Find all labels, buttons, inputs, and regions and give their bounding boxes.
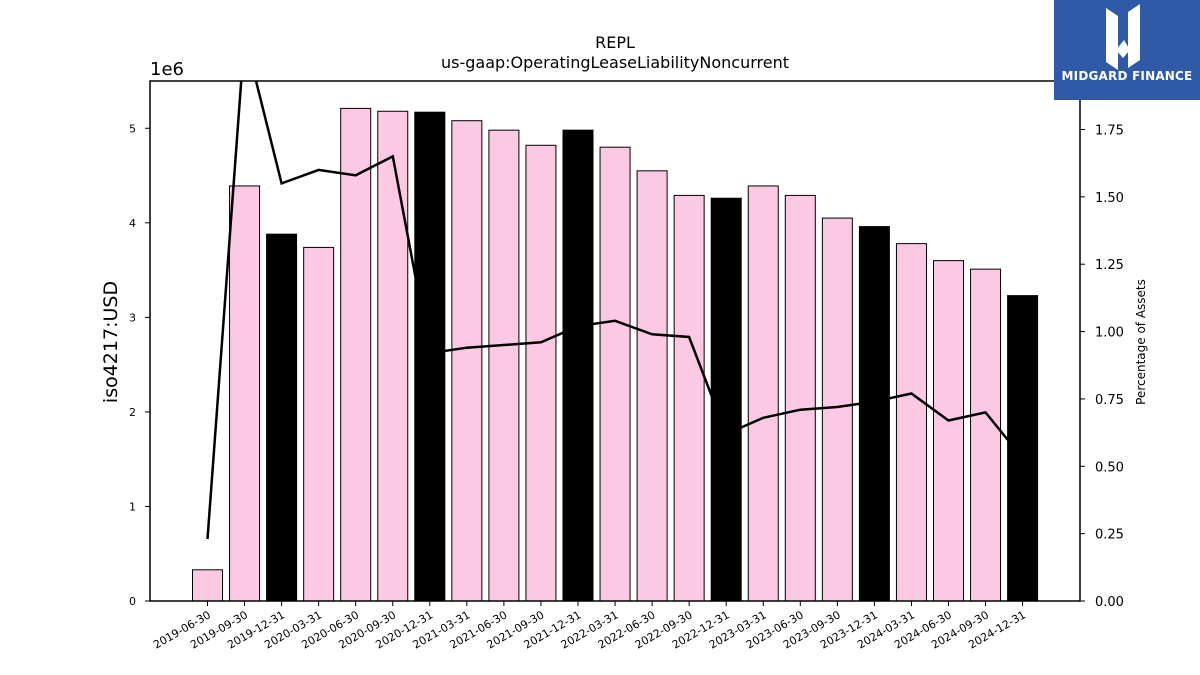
percentage-line xyxy=(206,81,1024,540)
chart-title: REPL xyxy=(595,33,635,52)
bar xyxy=(229,185,261,602)
bar xyxy=(192,569,223,602)
bar xyxy=(599,146,631,602)
y2-tick-label: 0.25 xyxy=(1095,528,1124,543)
y-tick-label: 1 xyxy=(129,500,136,513)
bar xyxy=(266,233,298,602)
bar xyxy=(488,129,520,602)
bar xyxy=(710,197,742,602)
y2-tick-label: 1.50 xyxy=(1095,191,1124,206)
y-tick-label: 2 xyxy=(129,406,136,419)
bar xyxy=(747,185,779,602)
y2-tick-label: 0.75 xyxy=(1095,393,1124,408)
y-axis-label: iso4217:USD xyxy=(100,281,122,403)
chart-subtitle: us-gaap:OperatingLeaseLiabilityNoncurren… xyxy=(441,53,789,72)
bar xyxy=(377,110,409,602)
y-tick-label: 4 xyxy=(129,217,136,230)
line-group xyxy=(206,81,1024,540)
bar xyxy=(895,243,927,602)
bar xyxy=(821,217,853,602)
bar xyxy=(933,260,964,602)
y2-tick-label: 0.00 xyxy=(1095,595,1124,610)
logo-text: MIDGARD FINANCE xyxy=(1061,69,1193,83)
y2-axis-label: Percentage of Assets xyxy=(1134,279,1148,405)
y-axis-scale-label: 1e6 xyxy=(150,59,184,80)
bar xyxy=(1007,295,1039,602)
bar xyxy=(525,144,557,602)
bar xyxy=(340,107,372,602)
bar xyxy=(636,170,668,602)
y2-tick-label: 1.00 xyxy=(1095,326,1124,341)
y-tick-label: 3 xyxy=(129,311,136,324)
y2-tick-label: 1.25 xyxy=(1095,258,1124,273)
logo: MIDGARD FINANCE xyxy=(1054,0,1200,100)
bar xyxy=(784,194,816,602)
bar xyxy=(414,111,446,602)
bar xyxy=(970,268,1002,602)
y-tick-label: 0 xyxy=(129,595,136,608)
y2-tick-label: 0.50 xyxy=(1095,460,1124,475)
bar xyxy=(562,129,594,602)
logo-mark-icon xyxy=(1106,4,1140,70)
y-tick-label: 5 xyxy=(129,122,136,135)
bar xyxy=(303,246,335,602)
bar xyxy=(451,120,483,602)
bar xyxy=(858,226,890,602)
y2-tick-label: 1.75 xyxy=(1095,123,1124,138)
bar xyxy=(673,194,705,602)
bars-group xyxy=(192,107,1039,602)
